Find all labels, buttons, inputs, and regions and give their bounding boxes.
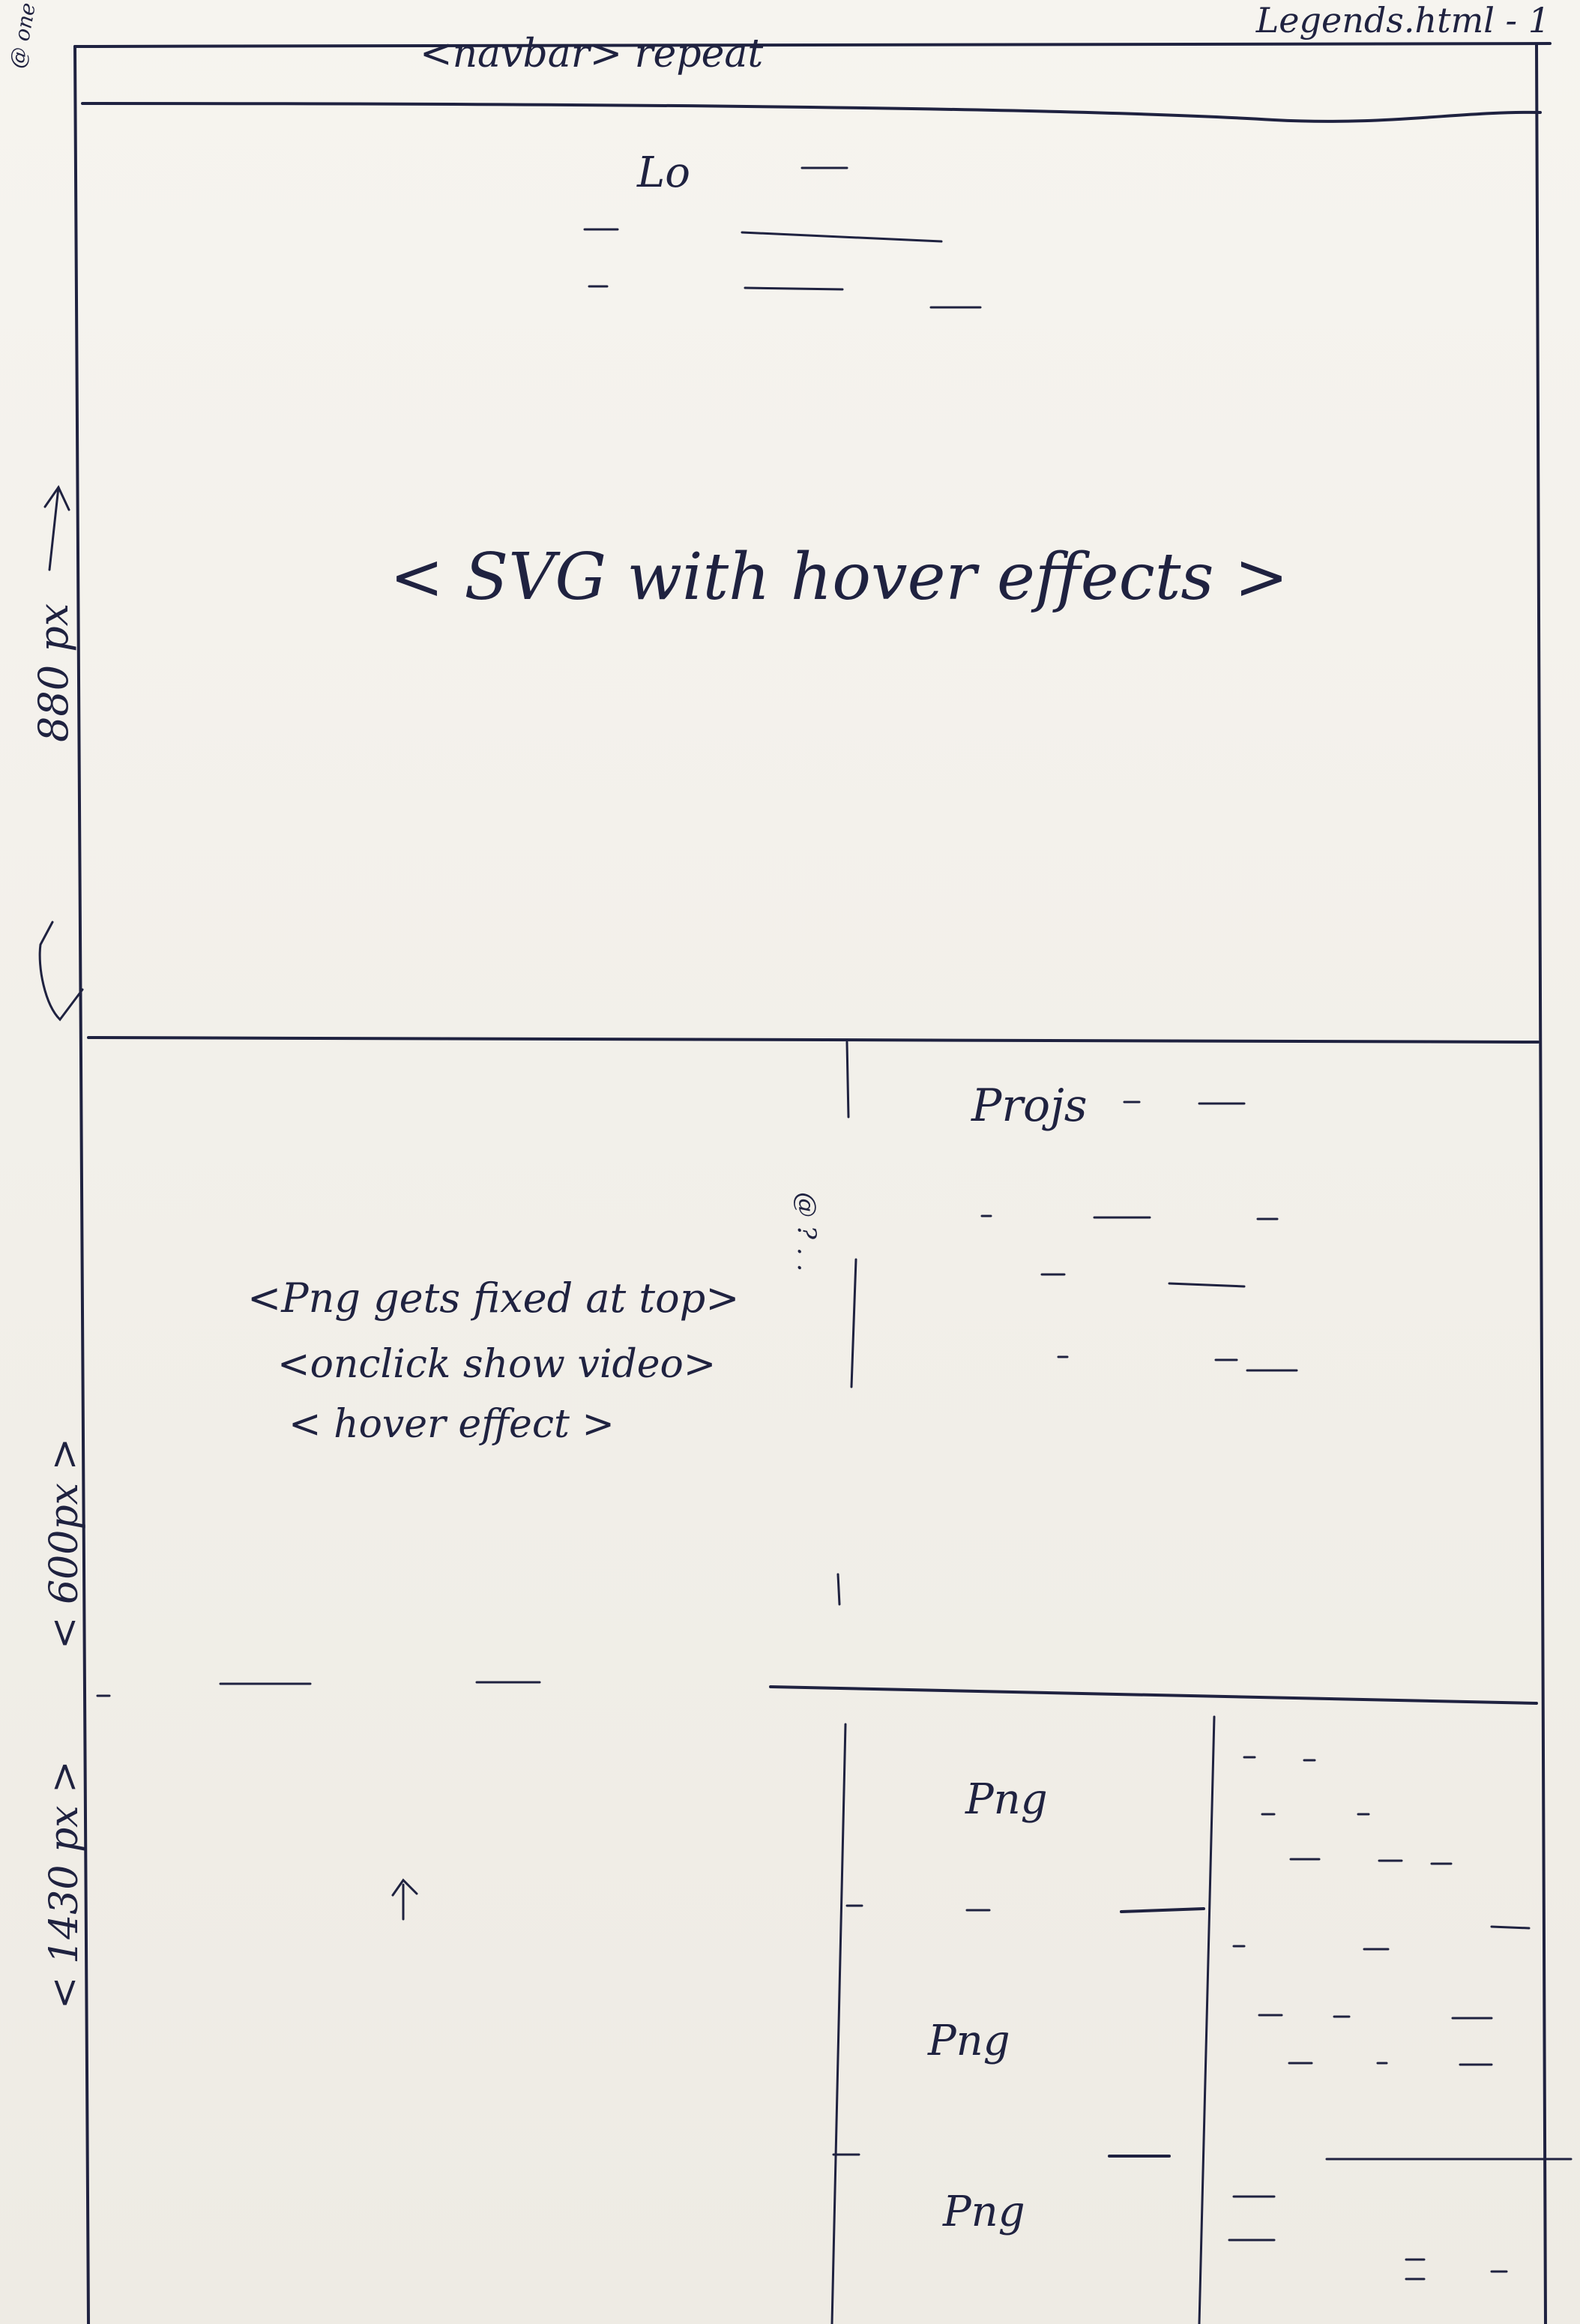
projects-split-top xyxy=(845,1041,850,1119)
navbar-divider xyxy=(81,102,1542,123)
hero-logo-text: Lo xyxy=(637,148,690,197)
gallery-item-1-label: Png xyxy=(965,1775,1048,1824)
legend-label: Legends.html - 1 xyxy=(1255,0,1550,40)
gallery-col-1 xyxy=(830,1723,847,2324)
projects-note-3: < hover effect > xyxy=(289,1402,615,1447)
projects-height-label: < 600px > xyxy=(42,1437,87,1649)
projects-note-2: <onclick show video> xyxy=(277,1342,717,1387)
gallery-height-label: < 1430 px > xyxy=(42,1760,87,2009)
arrow-880-tip xyxy=(43,484,70,511)
frame-left xyxy=(73,45,90,2324)
projects-split xyxy=(850,1258,857,1388)
hero-height-label: 880 px xyxy=(30,603,77,742)
arrow-880-head xyxy=(48,486,60,571)
gallery-row-1c xyxy=(1120,1907,1205,1913)
navbar-label: <navbar> repeat xyxy=(420,31,764,76)
projects-divider-c xyxy=(769,1685,1538,1705)
gallery-arrow-head xyxy=(391,1878,418,1897)
frame-top xyxy=(73,42,1552,48)
hero-dash-3 xyxy=(741,231,943,243)
projects-note-1: <Png gets fixed at top> xyxy=(247,1274,740,1322)
proj-dash-7 xyxy=(1168,1282,1246,1288)
gallery-col-2 xyxy=(1198,1715,1216,2324)
gal-dash-8 xyxy=(1490,1925,1531,1930)
hero-dash-5 xyxy=(744,286,844,291)
hero-divider xyxy=(87,1036,1540,1044)
arrow-880-bottom xyxy=(38,921,84,1022)
projects-side-label: @ ? . . xyxy=(791,1192,821,1272)
projects-title: Projs xyxy=(971,1080,1088,1132)
gallery-item-3-label: Png xyxy=(943,2188,1025,2236)
gallery-item-2-label: Png xyxy=(928,2017,1010,2065)
frame-right xyxy=(1535,43,1547,2324)
projects-split-low xyxy=(836,1573,841,1606)
hero-svg-label: < SVG with hover effects > xyxy=(390,540,1288,615)
